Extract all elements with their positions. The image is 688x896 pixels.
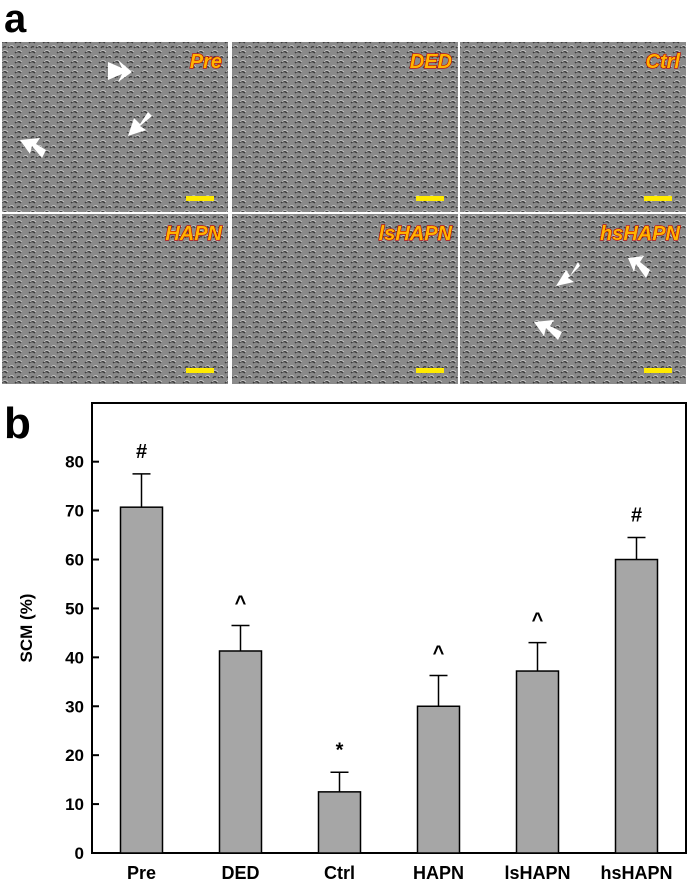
y-tick-label: 70 xyxy=(65,502,84,521)
scale-bar xyxy=(186,196,214,201)
significance-marker: ^ xyxy=(433,642,445,664)
bar xyxy=(515,670,560,854)
y-tick-label: 40 xyxy=(65,648,84,667)
image-label: HAPN xyxy=(165,223,222,245)
x-tick-label: HAPN xyxy=(413,863,464,883)
y-tick-label: 20 xyxy=(65,746,84,765)
significance-marker: * xyxy=(336,739,344,761)
scale-bar xyxy=(416,196,444,201)
x-tick-label: Pre xyxy=(127,863,156,883)
x-tick-label: DED xyxy=(221,863,259,883)
bar xyxy=(119,506,164,854)
sem-image xyxy=(2,214,228,384)
x-tick-label: Ctrl xyxy=(324,863,355,883)
y-tick-label: 50 xyxy=(65,599,84,618)
image-label: DED xyxy=(410,51,452,73)
y-axis-label: SCM (%) xyxy=(17,594,36,663)
sem-image xyxy=(232,214,458,384)
significance-marker: # xyxy=(136,441,147,463)
image-label: Pre xyxy=(190,51,222,73)
scale-bar xyxy=(416,368,444,373)
y-tick-label: 0 xyxy=(75,844,84,863)
plot-frame xyxy=(91,402,687,854)
scale-bar xyxy=(186,368,214,373)
image-label: lsHAPN xyxy=(379,223,453,245)
image-label: hsHAPN xyxy=(600,223,681,245)
panel-label: a xyxy=(4,0,27,41)
bar xyxy=(614,558,659,854)
image-label: Ctrl xyxy=(646,51,681,73)
panel-label: b xyxy=(4,399,31,448)
plot: 0 10 20 30 40 50 60 70 80 Pre # DED ^ Ctrl * HAPN ^ lsHAP… xyxy=(65,402,687,883)
sem-image xyxy=(460,214,686,384)
y-tick-label: 60 xyxy=(65,551,84,570)
significance-marker: # xyxy=(631,505,642,527)
bar xyxy=(218,650,263,854)
significance-marker: ^ xyxy=(532,610,544,632)
sem-image xyxy=(460,42,686,212)
x-tick-label: lsHAPN xyxy=(504,863,570,883)
bar xyxy=(416,705,461,854)
sem-image xyxy=(232,42,458,212)
x-tick-label: hsHAPN xyxy=(600,863,672,883)
y-tick-label: 30 xyxy=(65,697,84,716)
significance-marker: ^ xyxy=(235,593,247,615)
arrows xyxy=(20,60,650,340)
sem-grid: Pre DED Ctrl HAPN lsHAPN hsHAPN xyxy=(2,42,686,384)
bar xyxy=(317,791,362,854)
y-tick-label: 80 xyxy=(65,453,84,472)
y-tick-label: 10 xyxy=(65,795,84,814)
scale-bar xyxy=(644,196,672,201)
scale-bar xyxy=(644,368,672,373)
